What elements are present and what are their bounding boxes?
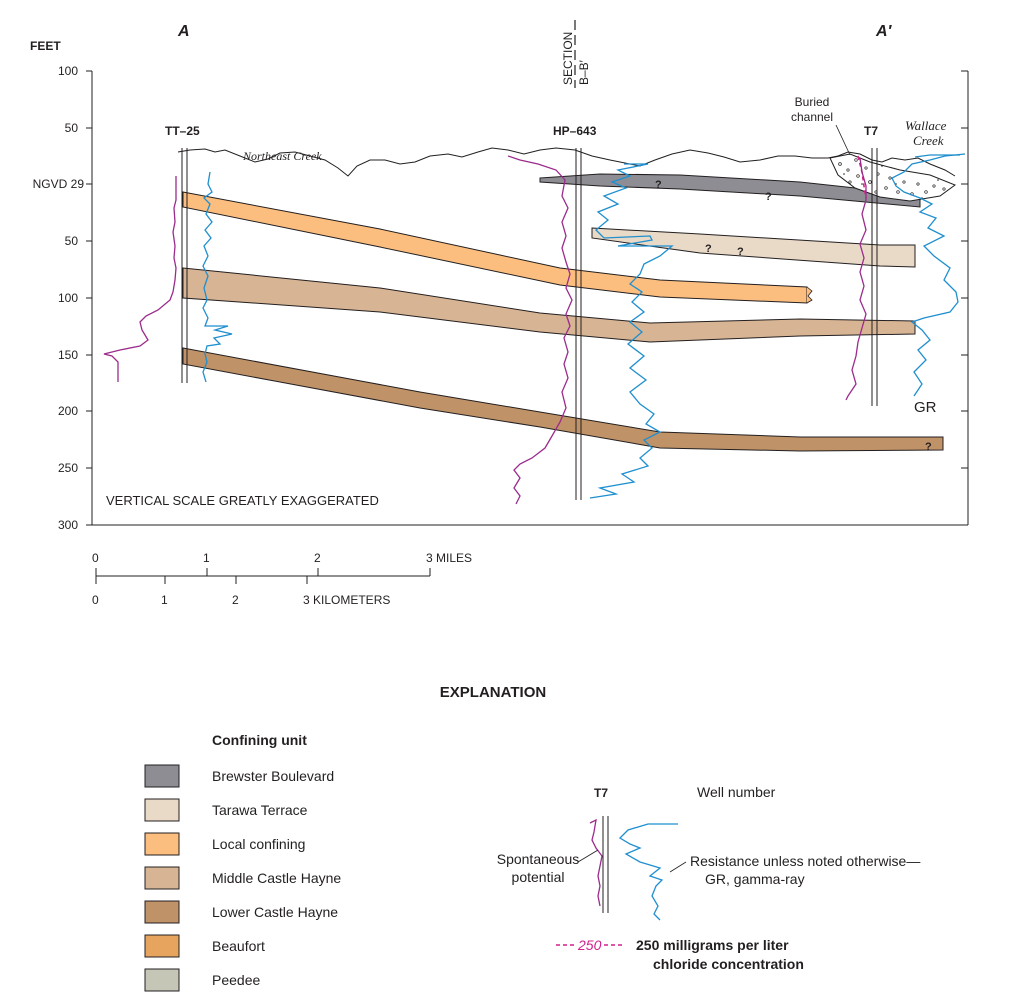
legend-well-diagram [589, 816, 678, 921]
buried-channel-label: channel [791, 110, 833, 124]
resistance-log-t7 [891, 153, 966, 397]
resistance-log-hp643 [589, 163, 674, 499]
legend-sp-text: potential [512, 869, 565, 885]
well-t7: T7 [864, 124, 878, 406]
legend-chloride: 250 250 milligrams per liter chloride co… [556, 937, 804, 972]
legend-resistance-log [618, 823, 678, 921]
legend-sp-log [589, 818, 603, 907]
section-label-a: A [177, 23, 190, 40]
legend-unit-label: Peedee [212, 972, 260, 988]
resistance-log-tt25 [202, 171, 233, 383]
legend-chloride-text: 250 milligrams per liter [636, 937, 789, 953]
well-label: HP–643 [553, 124, 597, 138]
well-hp643: HP–643 [553, 124, 597, 500]
section-marker-text: B–B′ [577, 59, 591, 85]
chloride-contour-250 [857, 155, 867, 199]
vertical-scale-note: VERTICAL SCALE GREATLY EXAGGERATED [106, 493, 379, 508]
y-tick-labels: 100 50 NGVD 29 50 100 150 200 250 300 [33, 64, 85, 532]
legend-swatch [144, 798, 180, 822]
well-label: T7 [864, 124, 878, 138]
y-tick-label: 50 [65, 121, 79, 135]
legend-swatches: Brewster Boulevard Tarawa Terrace Local co… [144, 764, 341, 992]
legend-sp-leader [577, 849, 599, 863]
legend-swatch [144, 866, 180, 890]
northeast-creek-label: Northeast Creek [242, 149, 322, 163]
legend-sp-text: Spontaneous [497, 851, 580, 867]
legend-chloride-text: chloride concentration [653, 956, 804, 972]
buried-channel-label: Buried [795, 95, 830, 109]
legend-swatch [144, 900, 180, 924]
y-tick-label: 50 [65, 234, 79, 248]
uncertain-mark: ? [765, 191, 772, 203]
y-axis-title: FEET [30, 39, 61, 53]
legend-unit-label: Tarawa Terrace [212, 802, 308, 818]
uncertain-mark: ? [655, 179, 662, 191]
scale-km-tick: 0 [92, 593, 99, 607]
legend-well-number-text: Well number [697, 784, 776, 800]
section-b-marker: SECTION B–B′ [561, 20, 591, 88]
scale-km-tick: 1 [161, 593, 168, 607]
uncertain-mark: ? [705, 243, 712, 255]
gr-label: GR [914, 399, 937, 416]
scale-miles-tick: 0 [92, 551, 99, 565]
legend-resistance-text: Resistance unless noted otherwise— [690, 853, 920, 869]
legend-res-leader [669, 861, 687, 873]
land-surface-line [177, 147, 956, 177]
legend-swatch [144, 934, 180, 958]
legend-swatch [144, 832, 180, 856]
wallace-creek-label: Wallace [905, 118, 947, 133]
scale-bar-labels: 0 1 2 3 MILES 0 1 2 3 KILOMETERS [92, 551, 472, 607]
unit-lower-castle-hayne [182, 347, 944, 452]
scale-miles-tick: 1 [203, 551, 210, 565]
scale-km-tick: 2 [232, 593, 239, 607]
y-tick-label: 100 [58, 291, 78, 305]
legend-well-label: T7 [594, 786, 608, 800]
y-tick-label: 200 [58, 404, 78, 418]
unit-middle-castle-hayne [182, 267, 916, 343]
legend-chloride-value: 250 [577, 937, 602, 953]
scale-miles-tick: 2 [314, 551, 321, 565]
legend-unit-label: Beaufort [212, 938, 265, 954]
y-tick-label: 150 [58, 348, 78, 362]
sp-log-hp643 [507, 155, 573, 505]
wallace-creek-label: Creek [913, 133, 944, 148]
buried-channel-leader [835, 124, 851, 156]
y-tick-label: 300 [58, 518, 78, 532]
uncertain-marks: ? ? ? ? ? [655, 179, 932, 453]
legend-unit-label: Middle Castle Hayne [212, 870, 341, 886]
uncertain-mark: ? [925, 441, 932, 453]
scale-miles-end: 3 MILES [426, 551, 472, 565]
pinchout-mark [806, 286, 813, 304]
confining-unit-heading: Confining unit [212, 732, 307, 748]
section-marker-text: SECTION [561, 32, 575, 85]
y-tick-label: 100 [58, 64, 78, 78]
legend-unit-label: Lower Castle Hayne [212, 904, 338, 920]
well-label: TT–25 [165, 124, 200, 138]
legend-unit-label: Local confining [212, 836, 305, 852]
well-tt25: TT–25 [165, 124, 200, 383]
legend-unit-label: Brewster Boulevard [212, 768, 334, 784]
scale-bar [95, 568, 431, 584]
sp-log-tt25 [103, 176, 177, 382]
y-tick-label: NGVD 29 [33, 177, 85, 191]
legend-resistance-text: GR, gamma-ray [705, 871, 805, 887]
explanation-title: EXPLANATION [440, 684, 546, 701]
uncertain-mark: ? [737, 246, 744, 258]
sp-log-t7 [845, 157, 867, 401]
section-frame [86, 70, 969, 526]
unit-brewster-boulevard [539, 173, 921, 208]
scale-km-end: 3 KILOMETERS [303, 593, 390, 607]
legend-swatch [144, 764, 180, 788]
section-label-a-prime: A′ [875, 23, 893, 40]
y-tick-label: 250 [58, 461, 78, 475]
unit-tarawa-terrace [591, 227, 916, 268]
legend-swatch [144, 968, 180, 992]
